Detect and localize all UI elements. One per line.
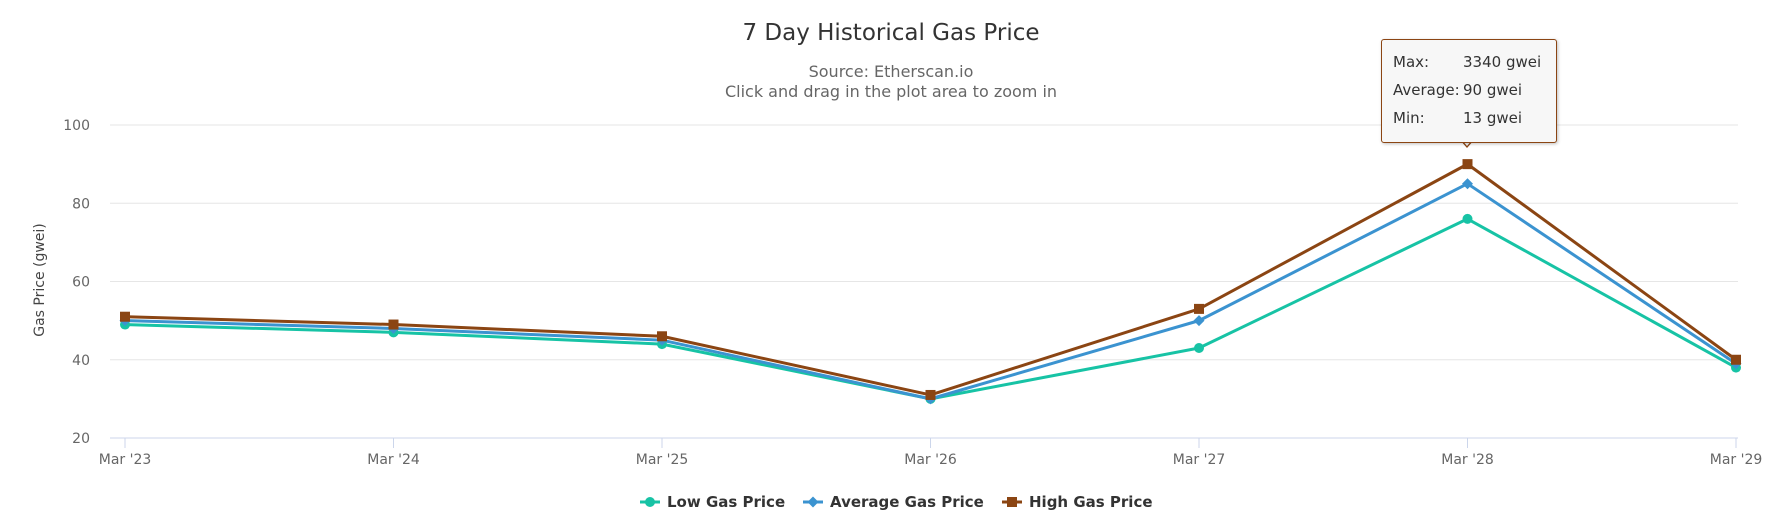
y-tick-label: 100 — [63, 118, 90, 134]
data-point — [925, 389, 936, 400]
x-tick-label: Mar '27 — [1173, 452, 1226, 468]
x-tick-label: Mar '23 — [99, 452, 152, 468]
y-axis-title: Gas Price (gwei) — [32, 223, 48, 337]
legend-marker — [807, 496, 819, 508]
tooltip-min-value: 13 gwei — [1463, 109, 1523, 127]
data-point — [1462, 213, 1473, 224]
tooltip-average-label: Average: — [1393, 81, 1460, 99]
chart-title: 7 Day Historical Gas Price — [742, 20, 1040, 46]
tooltip: Max: 3340 gwei Average: 90 gwei Min: 13 … — [1381, 39, 1557, 143]
chart-source: Source: Etherscan.io — [808, 62, 974, 81]
y-tick-label: 40 — [72, 353, 90, 369]
series-low-gas-price — [120, 213, 1741, 404]
x-tick-label: Mar '25 — [636, 452, 689, 468]
data-point — [1194, 343, 1204, 354]
legend-marker — [1007, 497, 1017, 507]
legend-label: Low Gas Price — [667, 493, 785, 511]
x-axis-ticks: Mar '23 Mar '24 Mar '25 Mar '26 Mar '27 Mar '… — [99, 438, 1763, 468]
legend-item-low-gas-price[interactable]: Low Gas Price — [640, 493, 785, 511]
x-tick-label: Mar '29 — [1710, 452, 1763, 468]
y-tick-label: 60 — [72, 275, 90, 291]
series-layer[interactable] — [119, 159, 1742, 405]
data-point — [388, 319, 399, 330]
x-tick-label: Mar '26 — [904, 452, 957, 468]
data-point — [657, 331, 667, 342]
chart-subtitle: Source: Etherscan.io Click and drag in t… — [0, 62, 1782, 102]
data-point — [1194, 303, 1204, 314]
legend-marker — [645, 497, 655, 507]
y-tick-label: 80 — [72, 196, 90, 212]
x-tick-label: Mar '24 — [367, 452, 420, 468]
legend[interactable]: Low Gas Price Average Gas Price High Gas P… — [640, 493, 1153, 511]
legend-label: Average Gas Price — [830, 493, 984, 511]
series-line — [123, 162, 1738, 397]
y-tick-label: 20 — [72, 431, 90, 447]
data-point — [1193, 315, 1205, 327]
data-point — [120, 311, 130, 322]
tooltip-max-value: 3340 gwei — [1463, 53, 1542, 71]
x-tick-label: Mar '28 — [1441, 452, 1494, 468]
series-line — [123, 182, 1738, 401]
series-high-gas-price — [120, 159, 1741, 400]
chart-zoom-hint: Click and drag in the plot area to zoom … — [724, 82, 1058, 101]
data-point — [1731, 354, 1741, 365]
tooltip-average-value: 90 gwei — [1463, 81, 1523, 99]
tooltip-max-label: Max: — [1393, 53, 1430, 71]
legend-item-high-gas-price[interactable]: High Gas Price — [1002, 493, 1153, 511]
legend-item-average-gas-price[interactable]: Average Gas Price — [803, 493, 984, 511]
legend-label: High Gas Price — [1029, 493, 1153, 511]
tooltip-min-label: Min: — [1393, 109, 1425, 127]
data-point — [1462, 178, 1473, 190]
series-average-gas-price — [119, 178, 1742, 405]
grid-lines — [110, 124, 1738, 439]
data-point — [1462, 159, 1473, 170]
series-line — [123, 217, 1738, 401]
y-axis-ticks: 20 40 60 80 100 — [63, 118, 90, 447]
